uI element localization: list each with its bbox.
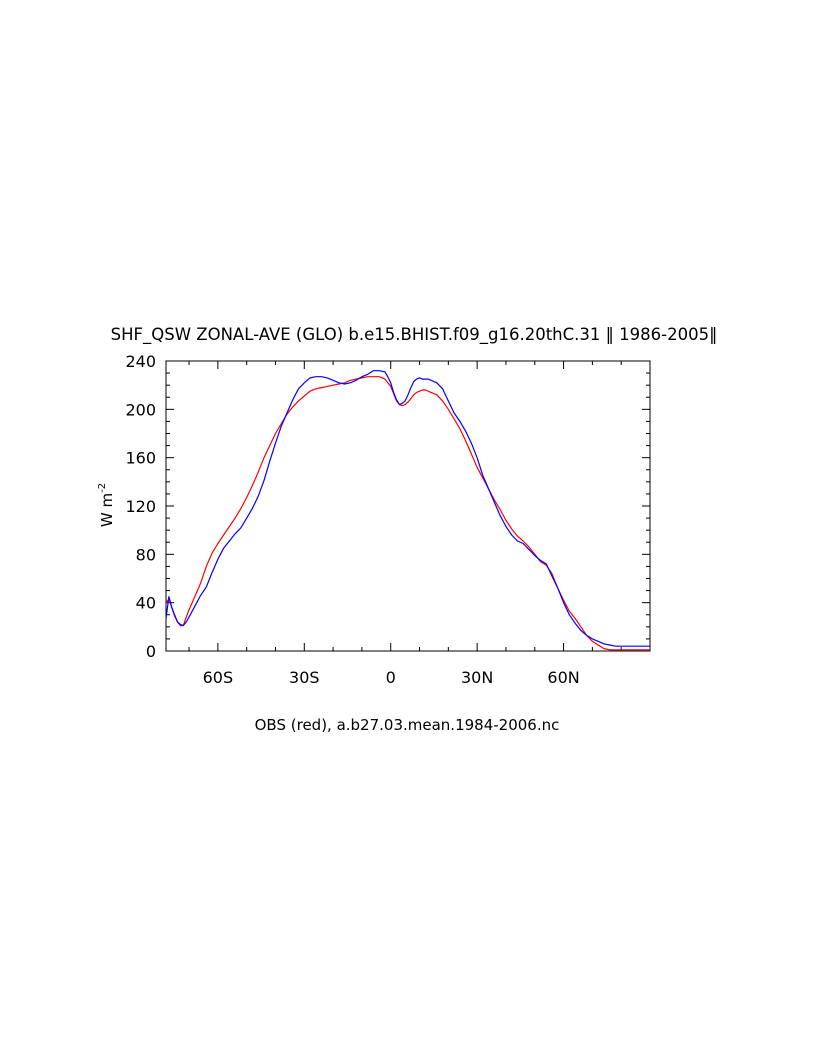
x-axis-label: OBS (red), a.b27.03.mean.1984-2006.nc bbox=[255, 716, 560, 734]
y-axis-label: W m bbox=[98, 493, 116, 527]
y-tick-label: 0 bbox=[146, 642, 156, 661]
y-tick-label: 120 bbox=[125, 497, 156, 516]
y-axis-label-exponent: -2 bbox=[97, 483, 108, 493]
svg-text:W m-2: W m-2 bbox=[97, 483, 116, 527]
y-tick-label: 40 bbox=[136, 594, 156, 613]
y-tick-label: 160 bbox=[125, 449, 156, 468]
y-tick-label: 200 bbox=[125, 400, 156, 419]
x-tick-label: 0 bbox=[386, 668, 396, 687]
x-tick-label: 60S bbox=[203, 668, 234, 687]
plot-frame bbox=[165, 360, 651, 652]
y-axis-title: W m-2 bbox=[97, 483, 116, 527]
series-line-red bbox=[165, 376, 650, 651]
y-tick-label: 80 bbox=[136, 545, 156, 564]
y-tick-label: 240 bbox=[125, 352, 156, 371]
chart-title: SHF_QSW ZONAL-AVE (GLO) b.e15.BHIST.f09_… bbox=[111, 325, 718, 345]
x-tick-label: 30N bbox=[461, 668, 493, 687]
x-tick-label: 30S bbox=[289, 668, 320, 687]
series-line-blue bbox=[165, 370, 650, 647]
x-tick-label: 60N bbox=[547, 668, 579, 687]
chart-marks: 0 40 80 120 160 200 240 60S 30S 0 30N 60N bbox=[125, 352, 651, 687]
